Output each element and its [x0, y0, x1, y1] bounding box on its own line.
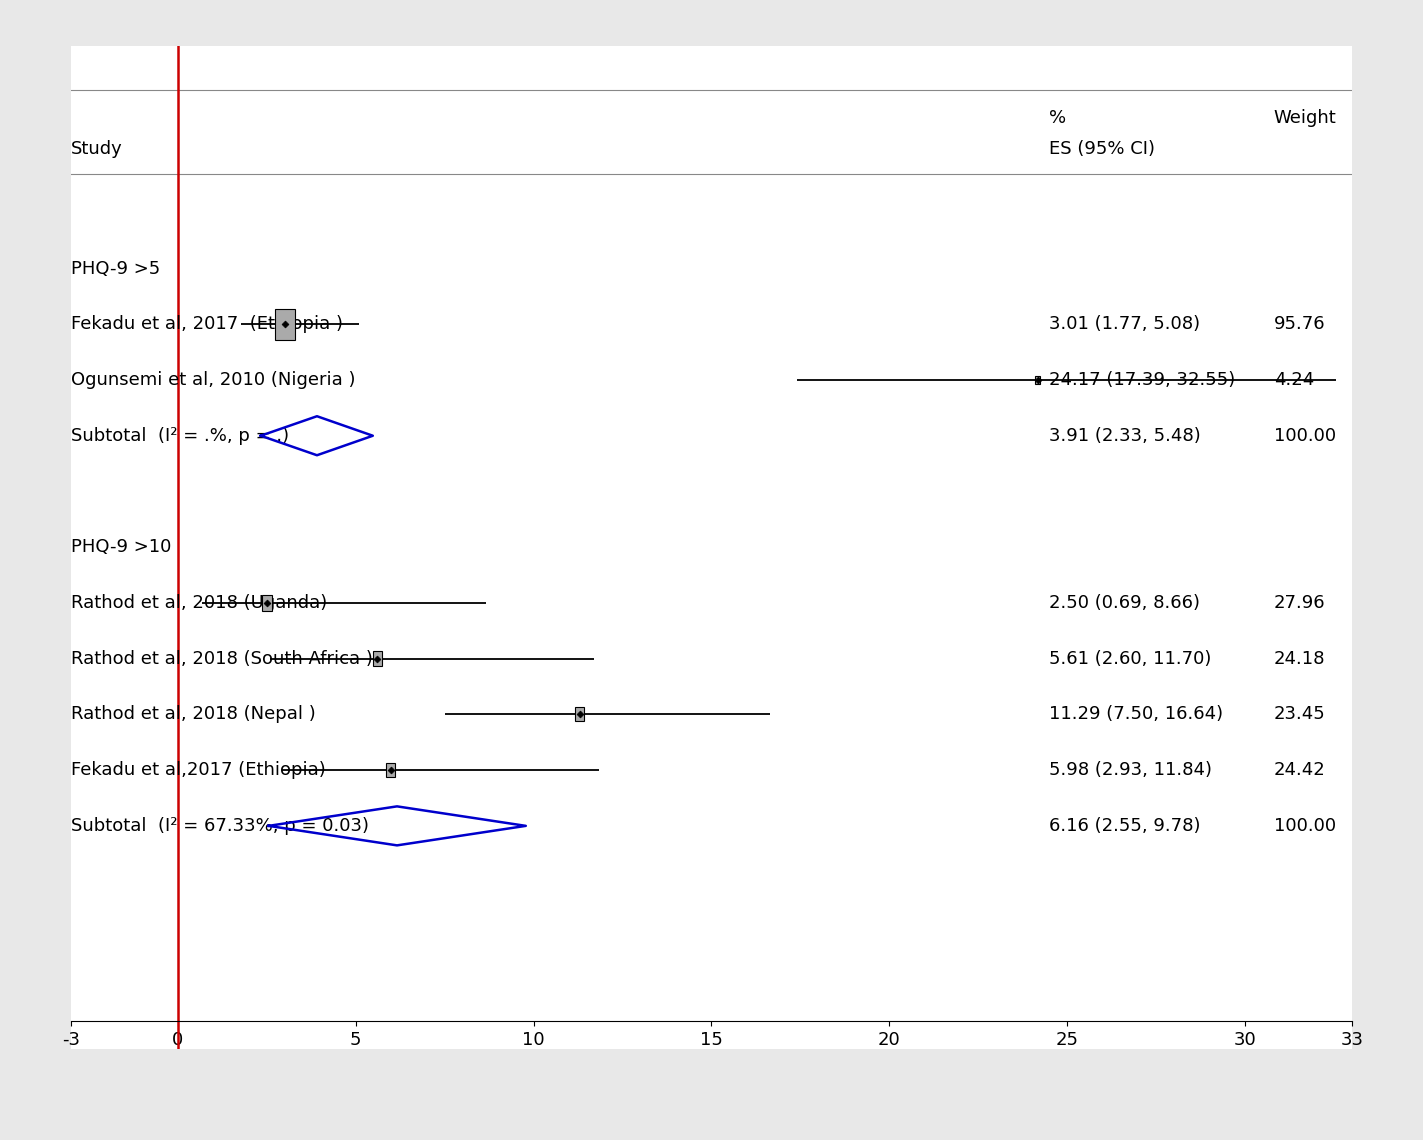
Text: 11.29 (7.50, 16.64): 11.29 (7.50, 16.64)	[1049, 706, 1224, 724]
Text: Rathod et al, 2018 (South Africa ): Rathod et al, 2018 (South Africa )	[71, 650, 373, 668]
Text: 4.24: 4.24	[1274, 370, 1313, 389]
Bar	[575, 708, 583, 722]
Text: ES (95% CI): ES (95% CI)	[1049, 140, 1155, 157]
Text: PHQ-9 >10: PHQ-9 >10	[71, 538, 172, 556]
Text: 95.76: 95.76	[1274, 316, 1325, 333]
Text: Subtotal  (I² = .%, p = .): Subtotal (I² = .%, p = .)	[71, 426, 289, 445]
Text: Study: Study	[71, 140, 122, 157]
Text: %: %	[1049, 109, 1067, 127]
Bar	[262, 595, 272, 611]
Text: Subtotal  (I² = 67.33%, p = 0.03): Subtotal (I² = 67.33%, p = 0.03)	[71, 817, 369, 834]
Text: 24.17 (17.39, 32.55): 24.17 (17.39, 32.55)	[1049, 370, 1235, 389]
Text: Rathod et al, 2018 (Nepal ): Rathod et al, 2018 (Nepal )	[71, 706, 316, 724]
Text: 100.00: 100.00	[1274, 426, 1336, 445]
Text: 2.50 (0.69, 8.66): 2.50 (0.69, 8.66)	[1049, 594, 1201, 612]
Text: 5.98 (2.93, 11.84): 5.98 (2.93, 11.84)	[1049, 762, 1212, 779]
Text: 27.96: 27.96	[1274, 594, 1325, 612]
Text: 100.00: 100.00	[1274, 817, 1336, 834]
Bar	[373, 651, 381, 666]
Text: 24.42: 24.42	[1274, 762, 1325, 779]
Bar	[275, 309, 295, 340]
Text: PHQ-9 >5: PHQ-9 >5	[71, 260, 161, 277]
Text: Rathod et al, 2018 (Uganda): Rathod et al, 2018 (Uganda)	[71, 594, 327, 612]
Text: Fekadu et al, 2017  (Ethiopia ): Fekadu et al, 2017 (Ethiopia )	[71, 316, 343, 333]
Text: 24.18: 24.18	[1274, 650, 1325, 668]
Text: 5.61 (2.60, 11.70): 5.61 (2.60, 11.70)	[1049, 650, 1212, 668]
Text: 3.91 (2.33, 5.48): 3.91 (2.33, 5.48)	[1049, 426, 1201, 445]
Polygon shape	[269, 806, 525, 846]
Text: Weight: Weight	[1274, 109, 1336, 127]
Text: 3.01 (1.77, 5.08): 3.01 (1.77, 5.08)	[1049, 316, 1201, 333]
Text: 23.45: 23.45	[1274, 706, 1325, 724]
Text: 6.16 (2.55, 9.78): 6.16 (2.55, 9.78)	[1049, 817, 1201, 834]
Text: Fekadu et al,2017 (Ethiopia): Fekadu et al,2017 (Ethiopia)	[71, 762, 326, 779]
Bar	[386, 763, 396, 777]
Polygon shape	[260, 416, 373, 455]
Bar	[1035, 376, 1040, 384]
Text: Ogunsemi et al, 2010 (Nigeria ): Ogunsemi et al, 2010 (Nigeria )	[71, 370, 356, 389]
